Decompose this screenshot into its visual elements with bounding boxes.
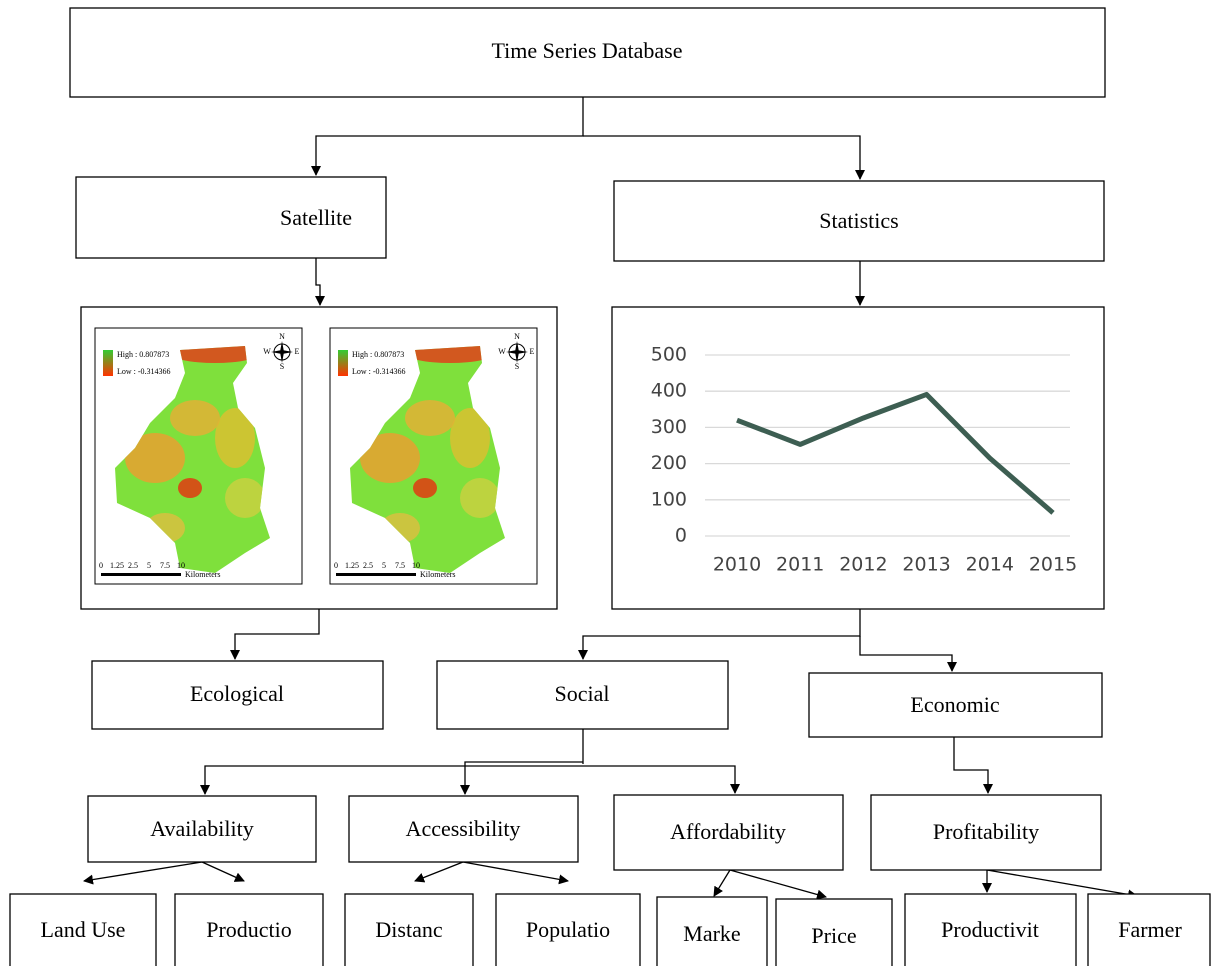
map-patch <box>460 478 500 518</box>
y-tick-label: 300 <box>651 416 687 438</box>
ndvi-map: High : 0.807873 Low : -0.314366 N E SW 0 1.25 2… <box>330 328 537 584</box>
scale-label: 7.5 <box>160 561 170 570</box>
node-label: Accessibility <box>406 816 521 841</box>
scale-label: 5 <box>147 561 151 570</box>
x-tick-label: 2010 <box>713 554 761 576</box>
scale-label: 1.25 <box>345 561 359 570</box>
x-tick-label: 2011 <box>776 554 824 576</box>
scale-label: 10 <box>412 561 420 570</box>
node-productivity: Productivit <box>905 894 1076 966</box>
node-label: Statistics <box>819 208 898 233</box>
node-availability: Availability <box>88 796 316 862</box>
diagram: Time Series Database Satellite Statistic… <box>0 0 1211 966</box>
compass-letter: W <box>498 347 506 356</box>
compass-letter: S <box>515 362 519 371</box>
y-tick-label: 200 <box>651 452 687 474</box>
node-label: Economic <box>910 692 999 717</box>
node-label: Time Series Database <box>491 38 682 63</box>
scale-label: 2.5 <box>128 561 138 570</box>
ndvi-map: High : 0.807873 Low : -0.314366 N E SW 0 1.25 2… <box>95 328 302 584</box>
node-accessibility: Accessibility <box>349 796 578 862</box>
node-database: Time Series Database <box>70 8 1105 97</box>
scale-label: 0 <box>334 561 338 570</box>
scale-label: 0 <box>99 561 103 570</box>
node-label: Farmer <box>1118 917 1182 942</box>
legend-low: Low : -0.314366 <box>352 367 406 376</box>
compass-letter: E <box>295 347 300 356</box>
map-patch <box>170 400 220 436</box>
node-production: Productio <box>175 894 323 966</box>
scale-unit: Kilometers <box>420 570 456 579</box>
compass-letter: W <box>263 347 271 356</box>
legend-high: High : 0.807873 <box>117 350 169 359</box>
node-farmer: Farmer <box>1088 894 1210 966</box>
scale-label: 2.5 <box>363 561 373 570</box>
legend-high: High : 0.807873 <box>352 350 404 359</box>
scale-label: 7.5 <box>395 561 405 570</box>
node-label: Marke <box>683 921 740 946</box>
legend-low: Low : -0.314366 <box>117 367 171 376</box>
node-label: Land Use <box>41 917 126 942</box>
node-affordability: Affordability <box>614 795 843 870</box>
node-ecological: Ecological <box>92 661 383 729</box>
node-profitability: Profitability <box>871 795 1101 870</box>
node-distance: Distanc <box>345 894 473 966</box>
y-tick-label: 400 <box>651 380 687 402</box>
node-population: Populatio <box>496 894 640 966</box>
compass-letter: E <box>530 347 535 356</box>
node-label: Productio <box>206 917 292 942</box>
node-label: Productivit <box>941 917 1039 942</box>
y-tick-label: 0 <box>675 525 687 547</box>
node-satellite: Satellite <box>76 177 386 258</box>
scale-label: 1.25 <box>110 561 124 570</box>
scale-unit: Kilometers <box>185 570 221 579</box>
compass-letter: N <box>514 332 520 341</box>
node-market: Marke <box>657 897 767 966</box>
x-tick-label: 2014 <box>966 554 1014 576</box>
node-label: Social <box>555 681 610 706</box>
map-patch <box>178 478 202 498</box>
scale-label: 10 <box>177 561 185 570</box>
node-label: Ecological <box>190 681 284 706</box>
map-patch <box>225 478 265 518</box>
node-label: Affordability <box>670 819 786 844</box>
map-patch <box>405 400 455 436</box>
node-label: Availability <box>150 816 253 841</box>
compass-letter: N <box>279 332 285 341</box>
scale-label: 5 <box>382 561 386 570</box>
node-label: Populatio <box>526 917 610 942</box>
legend-swatch <box>338 350 348 376</box>
node-statistics: Statistics <box>614 181 1104 261</box>
x-tick-label: 2013 <box>902 554 950 576</box>
scale-bar <box>101 573 181 576</box>
y-tick-label: 100 <box>651 488 687 510</box>
compass-letter: S <box>280 362 284 371</box>
node-label: Distanc <box>375 917 442 942</box>
node-price: Price <box>776 899 892 966</box>
map-patch <box>413 478 437 498</box>
node-label: Satellite <box>280 205 352 230</box>
node-economic: Economic <box>809 673 1102 737</box>
node-social: Social <box>437 661 728 729</box>
y-tick-label: 500 <box>651 344 687 366</box>
scale-bar <box>336 573 416 576</box>
node-label: Price <box>811 923 856 948</box>
x-tick-label: 2012 <box>839 554 887 576</box>
legend-swatch <box>103 350 113 376</box>
node-land-use: Land Use <box>10 894 156 966</box>
x-tick-label: 2015 <box>1029 554 1077 576</box>
node-label: Profitability <box>933 819 1039 844</box>
